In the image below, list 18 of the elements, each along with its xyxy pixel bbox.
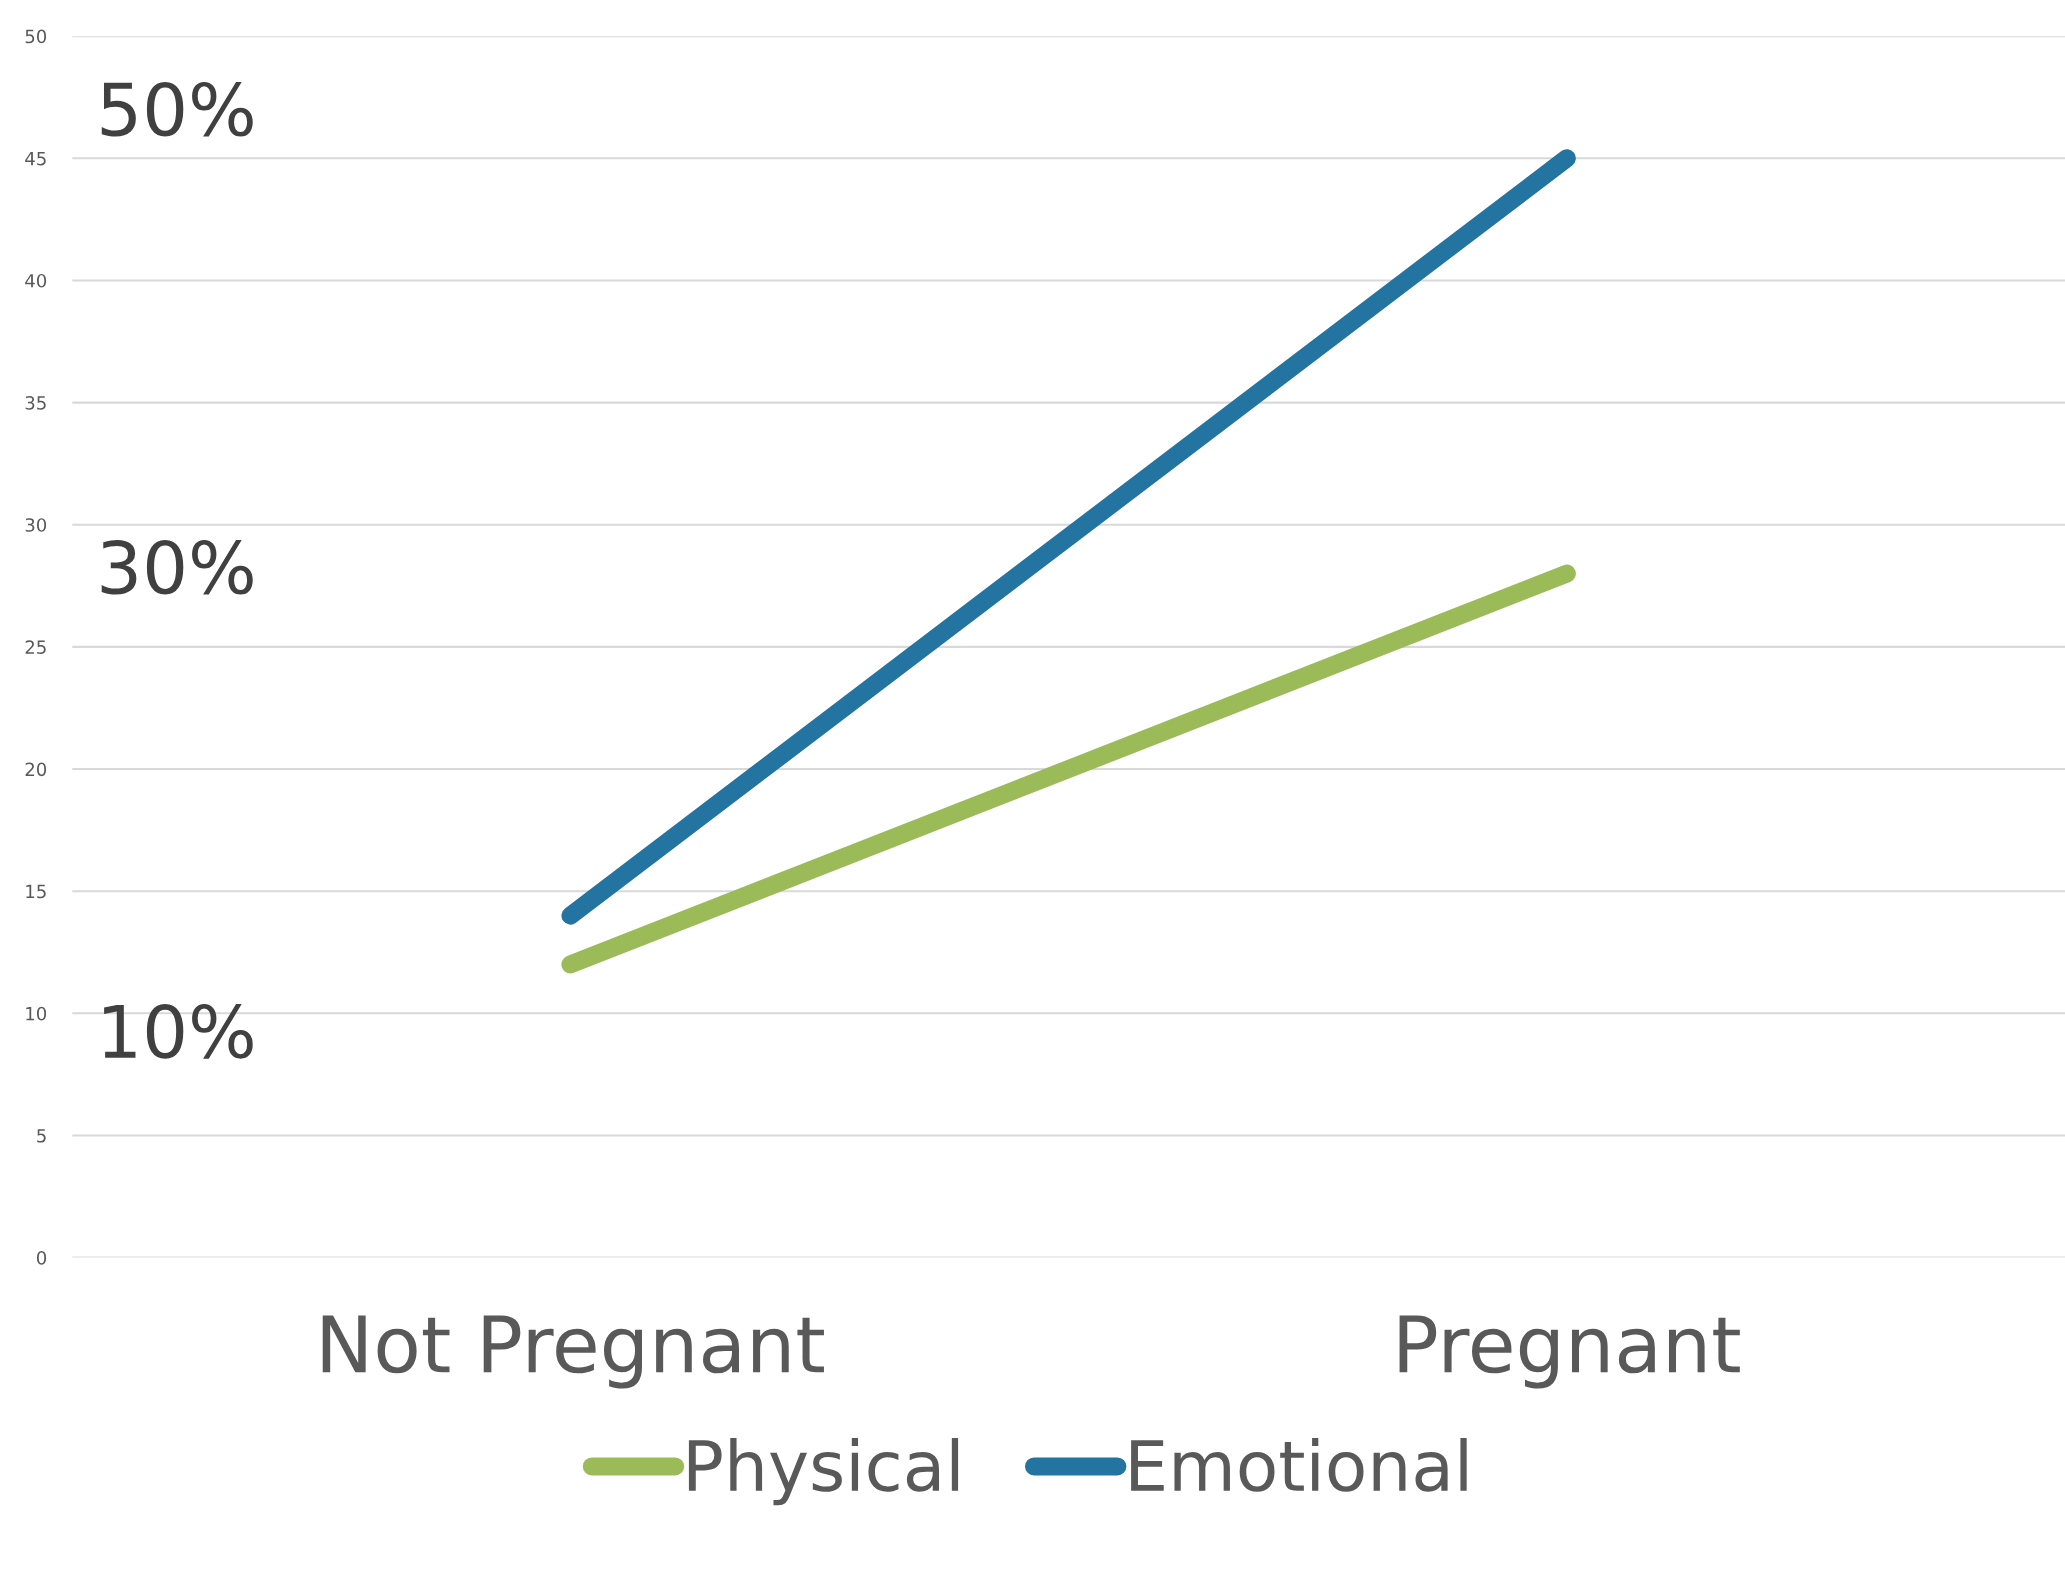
y-tick-label: 5 <box>37 1129 46 1143</box>
y-tick-label: 10 <box>26 1006 47 1021</box>
y-tick-label: 50 <box>25 29 47 44</box>
y-tick-label: 30 <box>25 518 47 532</box>
y-tick-label: 25 <box>25 640 46 654</box>
y-tick-label: 40 <box>25 273 47 288</box>
y-tick-label: 45 <box>25 152 46 166</box>
annotation: 10% <box>104 1004 253 1059</box>
x-tick-label: Not Pregnant <box>322 1315 824 1389</box>
y-tick-label: 0 <box>36 1251 47 1265</box>
y-tick-label: 35 <box>25 396 46 410</box>
y-tick-label: 20 <box>25 762 47 777</box>
legend-label: Physical <box>688 1438 959 1506</box>
annotation: 50% <box>101 81 253 137</box>
legend-label: Emotional <box>1131 1438 1467 1492</box>
annotation: 30% <box>101 539 253 595</box>
x-tick-label: Pregnant <box>1399 1315 1740 1389</box>
y-tick-label: 15 <box>26 884 46 899</box>
